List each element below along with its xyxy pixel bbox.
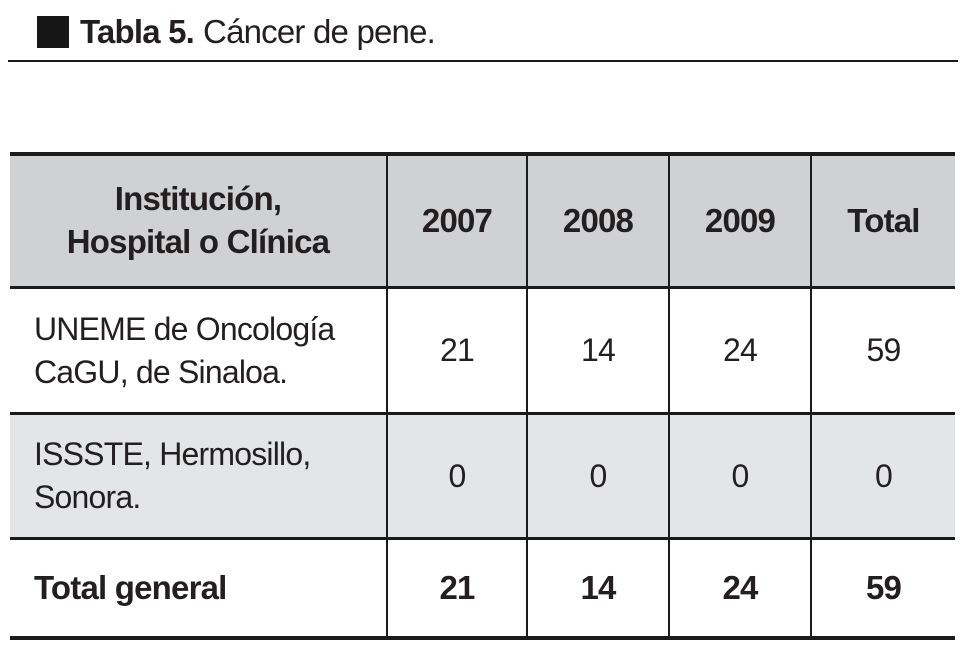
cell-issste-2009: 0 (670, 415, 812, 540)
cell-total-2009: 24 (670, 540, 812, 636)
cell-issste-2008: 0 (528, 415, 670, 540)
col-header-institution: Institución, Hospital o Clínica (10, 156, 388, 289)
col-header-total: Total (812, 156, 955, 289)
caption-underline (8, 60, 958, 62)
row-label-total-general: Total general (10, 540, 388, 636)
cell-uneme-2009: 24 (670, 289, 812, 415)
col-header-2009: 2009 (670, 156, 812, 289)
cell-uneme-2007: 21 (388, 289, 528, 415)
cell-total-2008: 14 (528, 540, 670, 636)
cell-issste-total: 0 (812, 415, 955, 540)
table-number: Tabla 5. (80, 13, 195, 50)
cell-total-2007: 21 (388, 540, 528, 636)
cell-uneme-2008: 14 (528, 289, 670, 415)
black-square-marker (37, 16, 69, 48)
col-header-2007: 2007 (388, 156, 528, 289)
col-header-2008: 2008 (528, 156, 670, 289)
data-table: Institución, Hospital o Clínica 2007 200… (10, 152, 955, 640)
table-subject: Cáncer de pene. (203, 13, 436, 50)
cell-total-total: 59 (865, 569, 902, 606)
cell-issste-2007: 0 (388, 415, 528, 540)
table-title: Tabla 5. Cáncer de pene. (80, 13, 436, 51)
row-label-uneme: UNEME de Oncología CaGU, de Sinaloa. (10, 289, 388, 415)
table-caption: Tabla 5. Cáncer de pene. (37, 13, 436, 51)
row-label-issste: ISSSTE, Hermosillo, Sonora. (10, 415, 388, 540)
cell-uneme-total: 59 (812, 289, 955, 415)
